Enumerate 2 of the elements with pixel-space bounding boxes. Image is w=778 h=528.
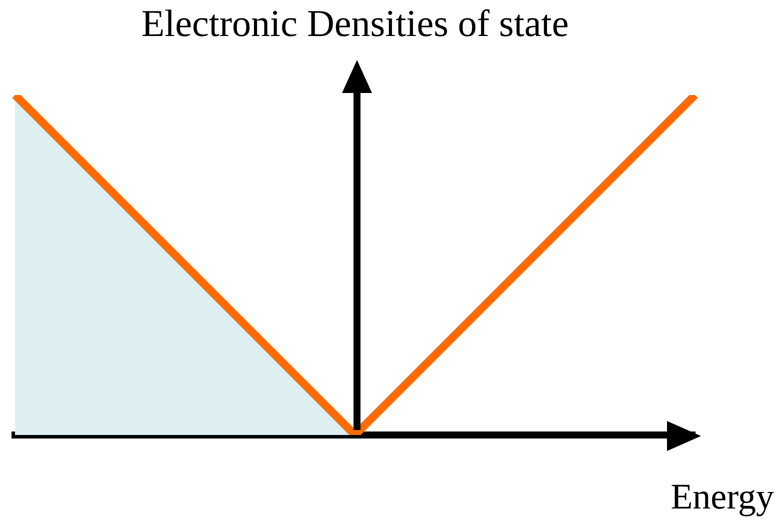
chart-title: Electronic Densities of state [141, 2, 569, 45]
x-axis-title: Energy [670, 476, 774, 516]
